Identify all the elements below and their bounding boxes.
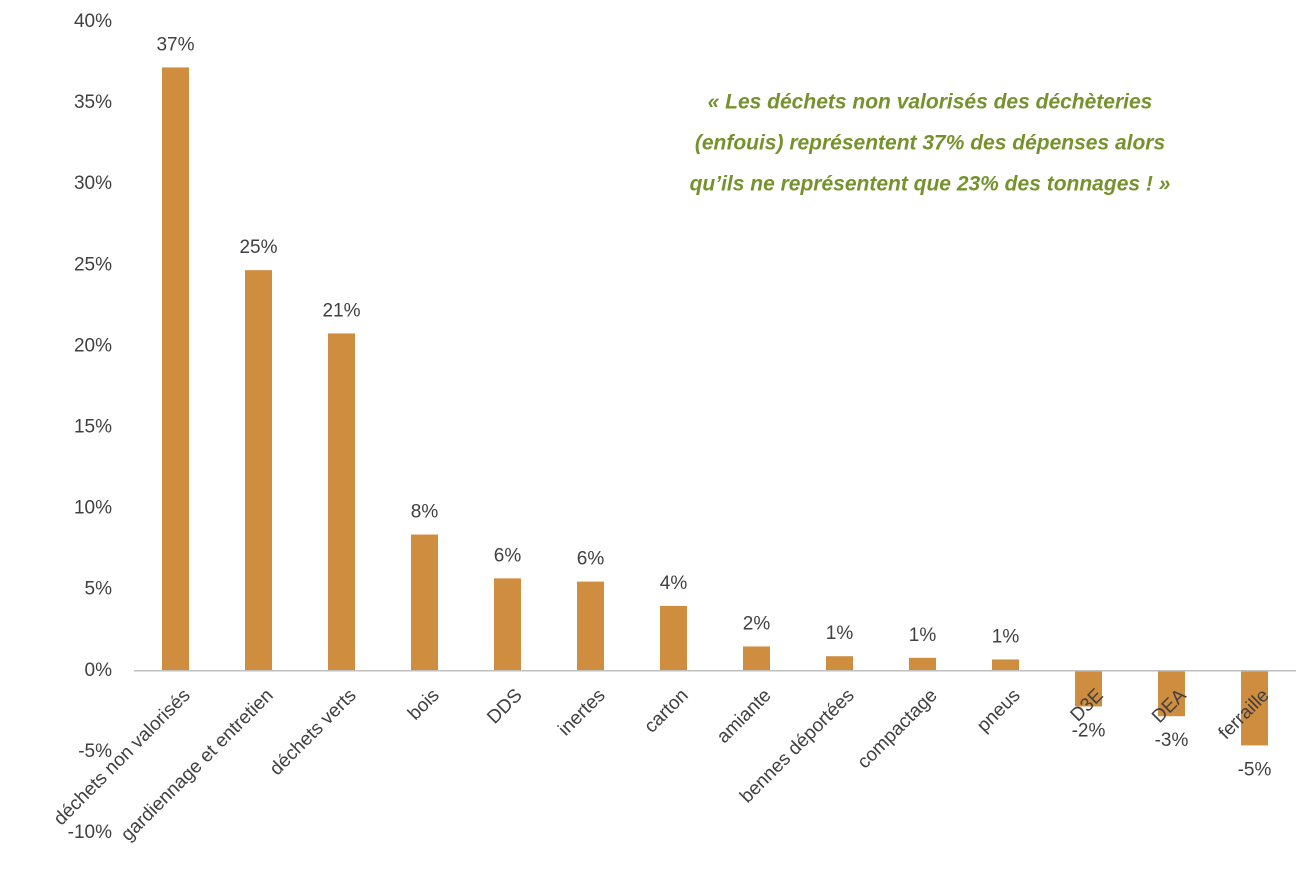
x-tick-label: DDS xyxy=(483,685,526,728)
y-tick-label: 30% xyxy=(74,173,112,194)
x-tick-label: amiante xyxy=(713,685,776,748)
value-label: 6% xyxy=(577,549,605,570)
y-tick-label: 15% xyxy=(74,417,112,438)
x-tick-label: inertes xyxy=(554,685,609,740)
value-label: 1% xyxy=(909,625,937,646)
value-label: 25% xyxy=(239,237,277,258)
bar xyxy=(328,333,355,671)
x-tick-label: déchets non valorisés xyxy=(50,685,195,830)
value-label: 8% xyxy=(411,502,439,523)
bar xyxy=(992,659,1019,671)
bar xyxy=(1075,670,1102,707)
y-tick-label: 25% xyxy=(74,254,112,275)
y-tick-label: -5% xyxy=(78,741,112,762)
value-label: 1% xyxy=(826,623,854,644)
bar xyxy=(826,656,853,671)
value-label: 1% xyxy=(992,626,1020,647)
bar xyxy=(411,534,438,671)
value-label: 37% xyxy=(156,34,194,55)
value-label: 6% xyxy=(494,545,522,566)
x-tick-label: gardiennage et entretien xyxy=(117,685,278,846)
bar xyxy=(1158,670,1185,717)
value-label: -3% xyxy=(1155,730,1189,751)
bar xyxy=(660,605,687,671)
bar xyxy=(494,578,521,671)
x-tick-label: bois xyxy=(404,685,443,724)
value-label: 2% xyxy=(743,613,771,634)
x-tick-label: pneus xyxy=(973,685,1024,736)
y-tick-label: 0% xyxy=(85,660,113,681)
value-label: -5% xyxy=(1238,759,1272,780)
annotation: « Les déchets non valorisés des déchèter… xyxy=(708,91,1153,114)
bar xyxy=(909,657,936,671)
annotation: (enfouis) représentent 37% des dépenses … xyxy=(695,132,1165,155)
y-tick-label: 10% xyxy=(74,498,112,519)
bar xyxy=(245,270,272,671)
value-label: 21% xyxy=(322,300,360,321)
y-tick-label: 20% xyxy=(74,335,112,356)
bar xyxy=(1241,670,1268,746)
value-label: -2% xyxy=(1072,720,1106,741)
bar xyxy=(577,581,604,671)
x-tick-label: carton xyxy=(640,685,692,737)
x-tick-label: déchets verts xyxy=(266,685,361,780)
annotation: qu’ils ne représentent que 23% des tonna… xyxy=(690,173,1171,196)
y-tick-label: -10% xyxy=(68,822,112,843)
bar xyxy=(743,646,770,671)
y-tick-label: 5% xyxy=(85,579,113,600)
y-tick-label: 40% xyxy=(74,11,112,32)
y-tick-label: 35% xyxy=(74,92,112,113)
bar xyxy=(162,67,189,671)
x-tick-label: compactage xyxy=(854,685,942,773)
value-label: 4% xyxy=(660,573,688,594)
